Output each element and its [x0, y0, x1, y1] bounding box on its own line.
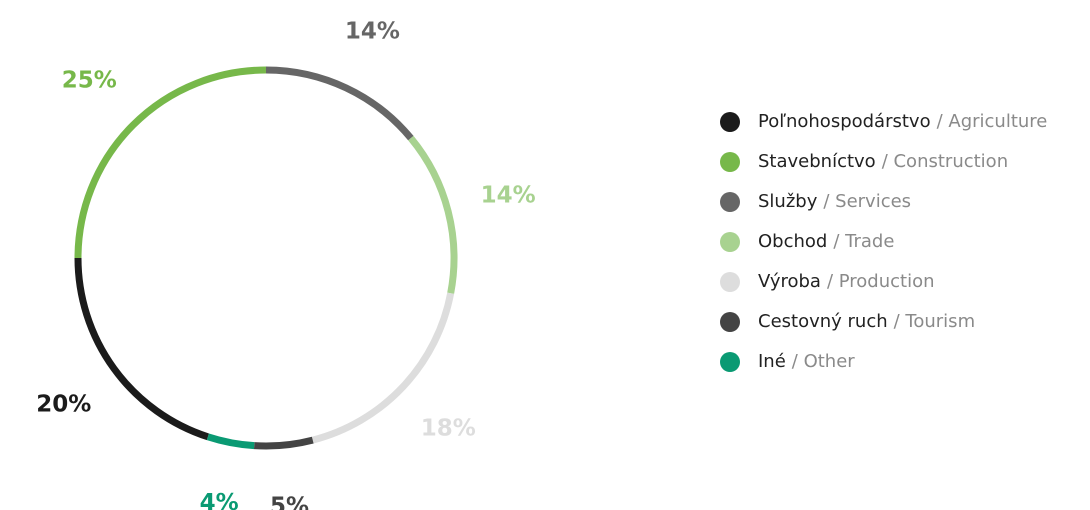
legend-swatch: [720, 152, 740, 172]
legend-swatch: [720, 312, 740, 332]
legend-translation: / Tourism: [894, 311, 975, 332]
legend-label: Iné / Other: [758, 351, 855, 372]
legend-translation: / Trade: [833, 231, 894, 252]
legend-name: Služby: [758, 191, 818, 212]
value-label: 14%: [481, 182, 536, 208]
legend-name: Poľnohospodárstvo: [758, 111, 931, 132]
donut-segment: [408, 135, 458, 294]
value-label: 4%: [200, 490, 239, 510]
donut-segment: [265, 66, 414, 141]
legend-translation: / Services: [823, 191, 911, 212]
value-label: 18%: [421, 416, 476, 442]
legend-swatch: [720, 192, 740, 212]
legend-swatch: [720, 232, 740, 252]
donut-segment: [253, 436, 314, 450]
legend-name: Iné: [758, 351, 786, 372]
legend-label: Cestovný ruch / Tourism: [758, 311, 975, 332]
legend-translation: / Agriculture: [937, 111, 1048, 132]
legend-name: Stavebníctvo: [758, 151, 876, 172]
legend-translation: / Construction: [882, 151, 1008, 172]
value-label: 25%: [62, 68, 117, 94]
legend-translation: / Production: [827, 271, 935, 292]
legend-translation: / Other: [792, 351, 855, 372]
value-label: 14%: [345, 18, 400, 44]
legend-swatch: [720, 352, 740, 372]
legend-name: Obchod: [758, 231, 827, 252]
value-label: 5%: [270, 493, 309, 510]
legend-swatch: [720, 272, 740, 292]
legend-name: Výroba: [758, 271, 821, 292]
donut-segment: [74, 66, 267, 259]
legend-label: Obchod / Trade: [758, 231, 894, 252]
donut-segment: [206, 433, 255, 450]
donut-segment: [74, 257, 209, 441]
legend-label: Stavebníctvo / Construction: [758, 151, 1008, 172]
legend-label: Výroba / Production: [758, 271, 935, 292]
value-label: 20%: [36, 391, 91, 417]
legend-swatch: [720, 112, 740, 132]
legend-label: Služby / Services: [758, 191, 911, 212]
legend-label: Poľnohospodárstvo / Agriculture: [758, 111, 1047, 132]
legend-name: Cestovný ruch: [758, 311, 888, 332]
donut-segment: [311, 292, 455, 444]
